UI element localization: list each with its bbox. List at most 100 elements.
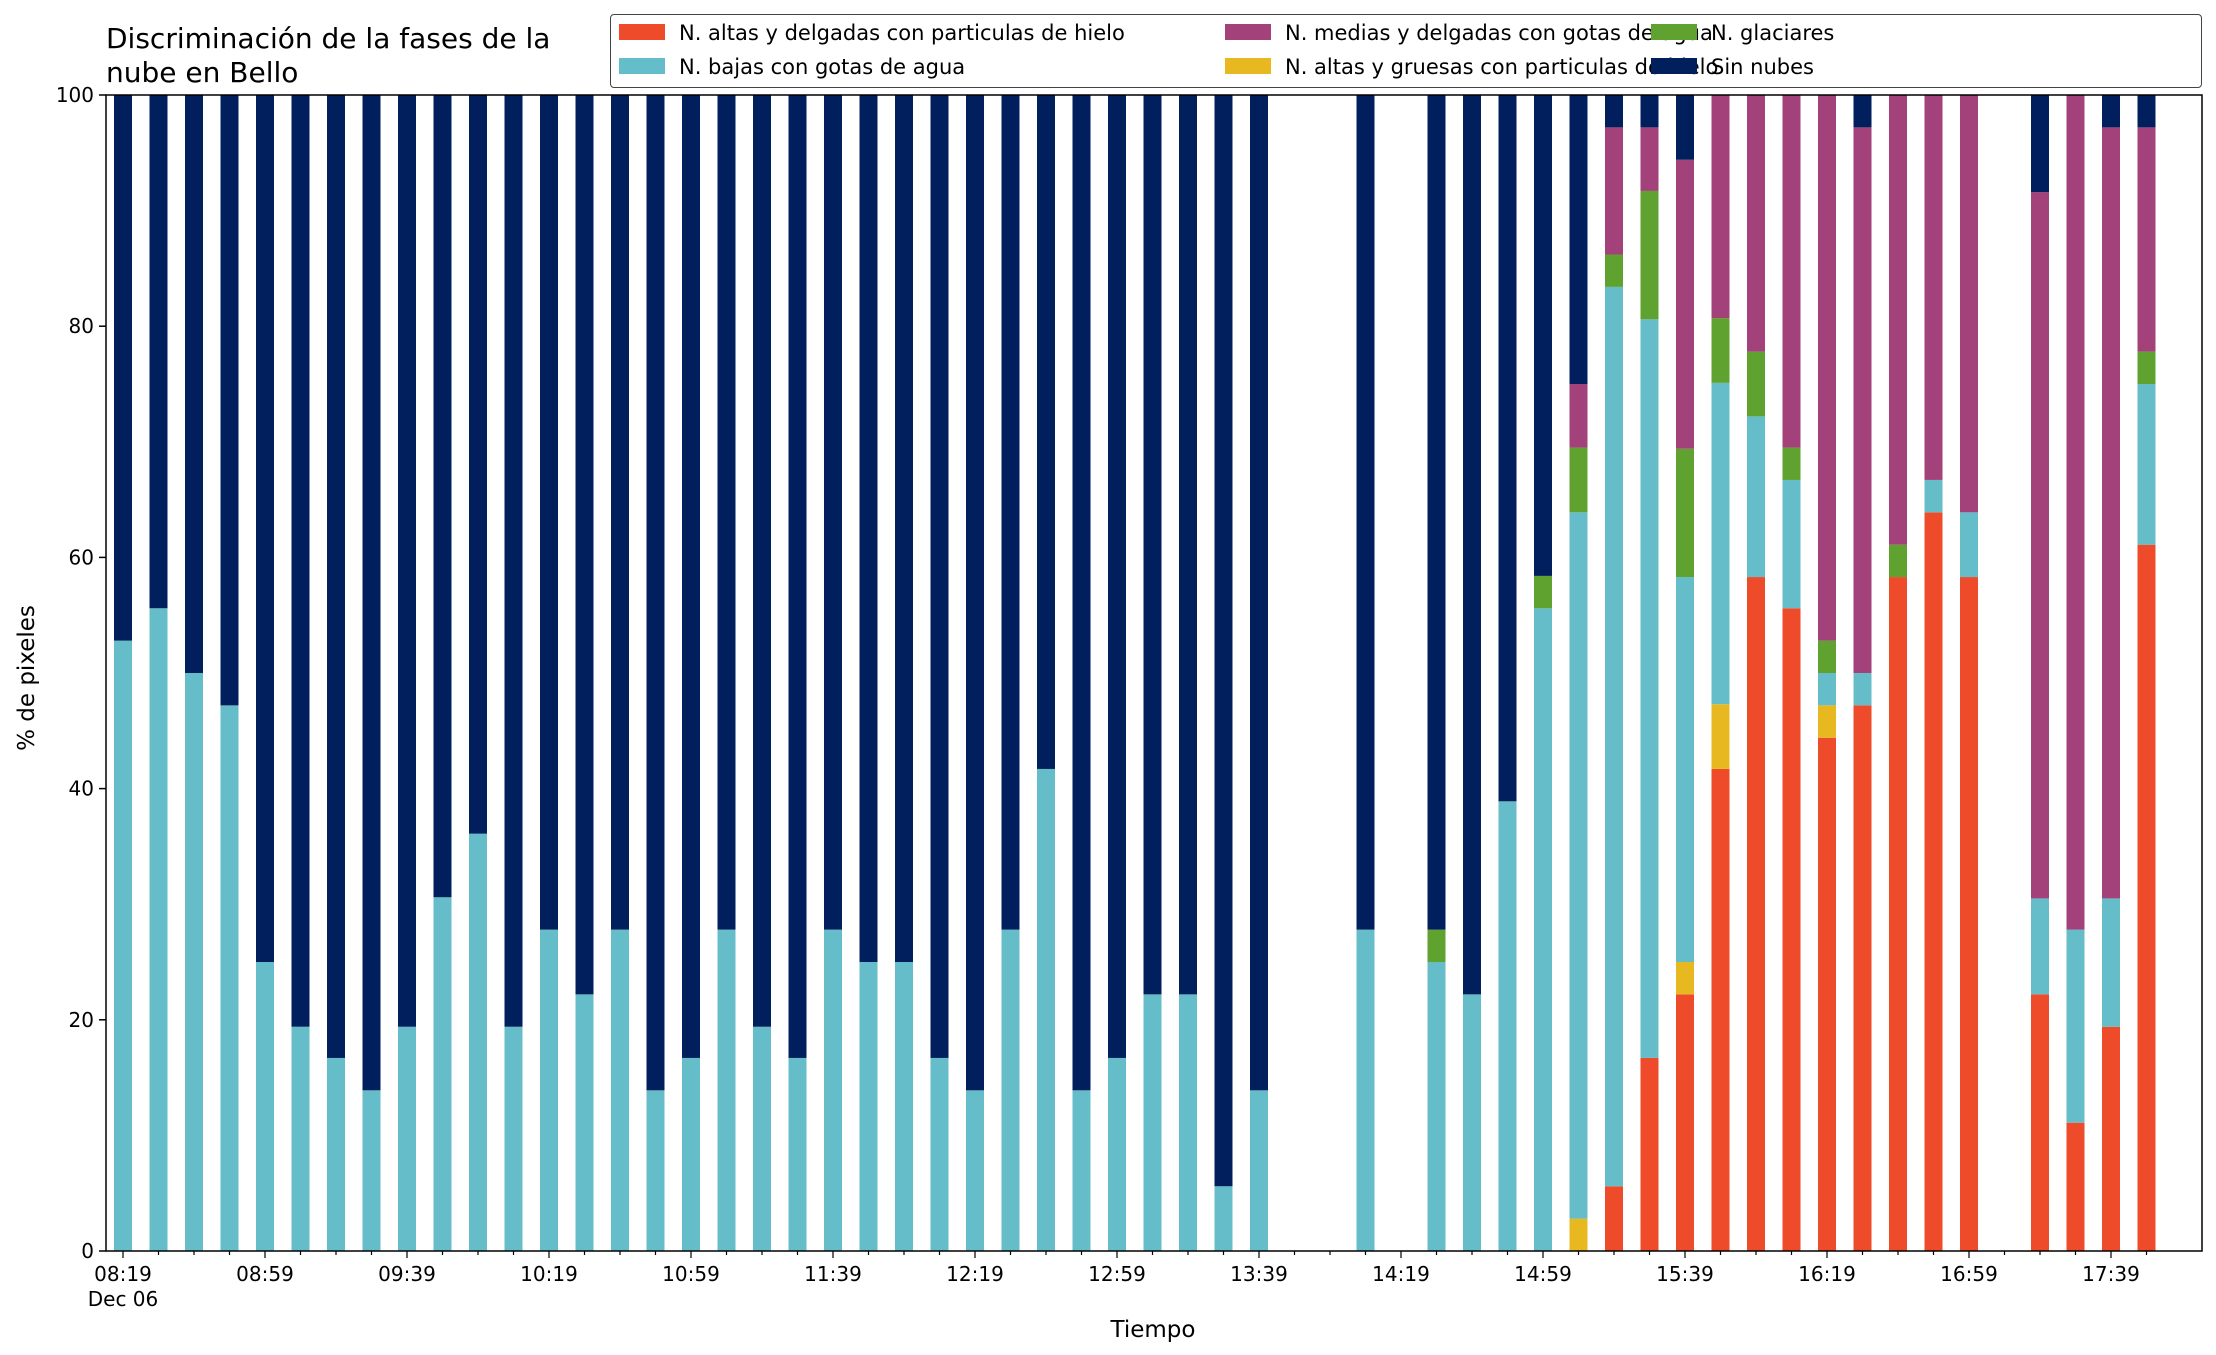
bar-segment — [1214, 1186, 1233, 1251]
bar-segment — [611, 95, 629, 930]
bar-segment — [1534, 608, 1552, 1251]
x-axis-label: Tiempo — [1110, 1317, 1196, 1343]
bar-segment — [1676, 95, 1694, 160]
bar-segment — [1463, 994, 1481, 1251]
bar-segment — [1747, 416, 1765, 578]
bar-segment — [2102, 127, 2120, 899]
bar-segment — [1889, 95, 1907, 545]
bar-segment — [1427, 95, 1446, 930]
bar-segment — [433, 897, 452, 1251]
bar-segment — [717, 95, 736, 930]
x-tick-label: 11:39 — [804, 1262, 862, 1286]
bar-segment — [1640, 95, 1659, 128]
bar-segment — [2066, 929, 2085, 1123]
bar-segment — [149, 608, 168, 1251]
bar-segment — [1924, 512, 1943, 1251]
bar-segment — [895, 95, 913, 962]
bar-segment — [1924, 479, 1943, 513]
bar-segment — [2137, 384, 2156, 545]
bar-segment — [327, 95, 345, 1058]
bar-segment — [1640, 190, 1659, 320]
bar-segment — [930, 95, 949, 1058]
bar-segment — [1179, 994, 1197, 1251]
x-tick-label: 08:59 — [236, 1262, 294, 1286]
bar-segment — [1569, 384, 1588, 448]
bar-segment — [1640, 1057, 1659, 1251]
legend-item: N. medias y delgadas con gotas de agua — [1225, 19, 1713, 47]
bar-segment — [788, 1057, 807, 1251]
legend-swatch — [1651, 24, 1697, 40]
bar-segment — [1250, 95, 1268, 1091]
bar-segment — [1676, 994, 1694, 1251]
bar-segment — [469, 833, 487, 1251]
bar-segment — [114, 640, 132, 1251]
legend-item: N. bajas con gotas de agua — [619, 53, 965, 81]
bar-segment — [504, 95, 523, 1027]
bar-segment — [1747, 577, 1765, 1251]
x-tick-label: 16:19 — [1798, 1262, 1856, 1286]
legend-swatch — [1225, 24, 1271, 40]
bar-segment — [1960, 577, 1978, 1251]
x-tick-label: 15:39 — [1656, 1262, 1714, 1286]
bar-segment — [1179, 95, 1197, 995]
bar-segment — [1356, 95, 1375, 930]
bar-segment — [753, 95, 771, 1027]
bar-segment — [2066, 1122, 2085, 1251]
bar-segment — [1498, 801, 1517, 1251]
legend-item: N. altas y delgadas con particulas de hi… — [619, 19, 1125, 47]
bar-segment — [611, 929, 629, 1251]
x-tick-label: 13:39 — [1230, 1262, 1288, 1286]
bar-segment — [859, 962, 878, 1251]
bar-segment — [291, 95, 310, 1027]
bar-segment — [1960, 95, 1978, 513]
bar-segment — [1853, 127, 1872, 674]
bar-segment — [1427, 929, 1446, 962]
x-tick-label: 09:39 — [378, 1262, 436, 1286]
bar-segment — [1498, 95, 1517, 802]
bar-segment — [540, 929, 558, 1251]
bar-segment — [930, 1057, 949, 1251]
bar-segment — [220, 95, 239, 706]
bar-segment — [1960, 512, 1978, 578]
bar-segment — [1676, 448, 1694, 578]
bar-segment — [824, 929, 842, 1251]
bar-segment — [1605, 1186, 1623, 1251]
bar-segment — [1782, 608, 1801, 1251]
bar-segment — [362, 1090, 381, 1251]
bar-segment — [1250, 1090, 1268, 1251]
y-tick-label: 20 — [69, 1008, 94, 1032]
bar-segment — [1569, 95, 1588, 384]
bar-segment — [114, 95, 132, 641]
bar-segment — [1711, 95, 1730, 319]
bar-segment — [2137, 351, 2156, 384]
bar-segment — [2031, 994, 2049, 1251]
bar-segment — [2137, 95, 2156, 128]
bar-segment — [1001, 95, 1020, 930]
bar-segment — [1037, 768, 1055, 1251]
legend-label: N. bajas con gotas de agua — [679, 55, 966, 79]
bar-segment — [2066, 95, 2085, 930]
bar-segment — [1108, 1057, 1126, 1251]
x-tick-label: 12:19 — [946, 1262, 1004, 1286]
bar-segment — [1640, 319, 1659, 1058]
bar-segment — [1569, 1218, 1588, 1251]
bar-segment — [1356, 929, 1375, 1251]
bar-segment — [1889, 577, 1907, 1251]
bar-segment — [717, 929, 736, 1251]
bar-segment — [646, 95, 665, 1091]
y-tick-label: 60 — [69, 545, 94, 569]
chart-title: Discriminación de la fases de la nube en… — [106, 22, 551, 89]
bar-segment — [895, 962, 913, 1251]
bar-segment — [1569, 447, 1588, 513]
bar-segment — [1605, 254, 1623, 287]
x-tick-label: 16:59 — [1940, 1262, 1998, 1286]
bar-segment — [575, 994, 594, 1251]
bar-segment — [1853, 673, 1872, 706]
bar-segment — [2102, 95, 2120, 128]
bars-layer — [114, 95, 2156, 1251]
x-tick-label: 10:59 — [662, 1262, 720, 1286]
bar-segment — [1143, 994, 1162, 1251]
bar-segment — [1711, 318, 1730, 383]
bar-segment — [1924, 95, 1943, 480]
